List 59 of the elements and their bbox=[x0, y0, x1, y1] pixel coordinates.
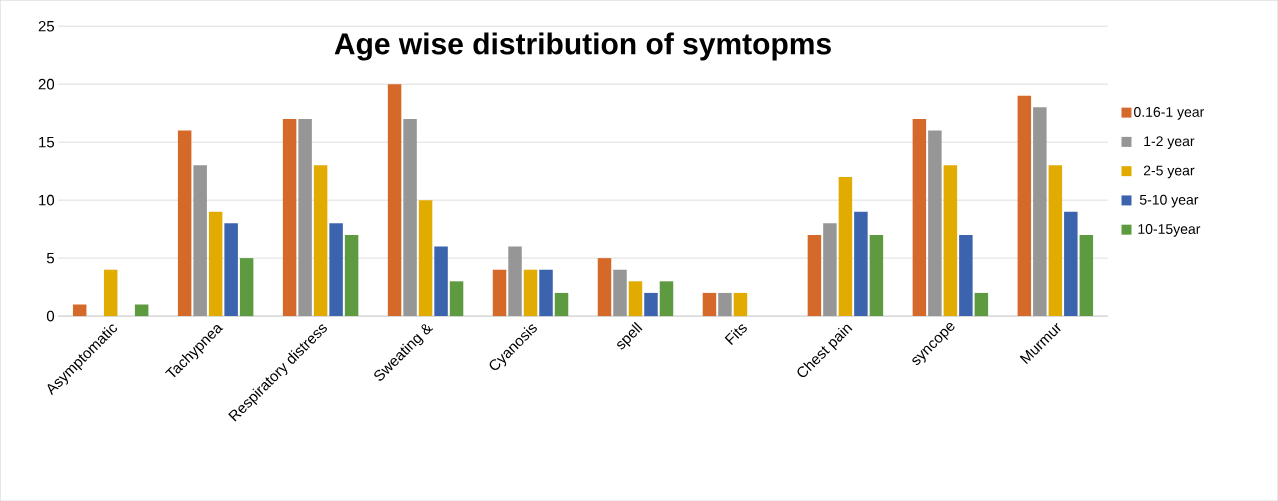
bar bbox=[733, 292, 748, 316]
bar bbox=[644, 292, 658, 316]
bar bbox=[539, 269, 553, 316]
bar bbox=[823, 223, 837, 316]
bar bbox=[298, 118, 312, 316]
bar bbox=[134, 304, 149, 316]
y-tick-label: 0 bbox=[46, 310, 55, 322]
bar bbox=[554, 292, 569, 316]
bar bbox=[208, 211, 223, 316]
bar bbox=[1079, 234, 1094, 316]
bar bbox=[193, 165, 207, 316]
bar bbox=[659, 281, 674, 316]
bar bbox=[282, 118, 297, 316]
bar bbox=[418, 200, 433, 316]
bar bbox=[702, 292, 717, 316]
legend-label: 2-5 year bbox=[1143, 165, 1195, 179]
bar bbox=[1033, 107, 1047, 316]
bar bbox=[854, 211, 868, 316]
bar bbox=[628, 281, 643, 316]
bar bbox=[224, 223, 238, 316]
bar bbox=[344, 234, 359, 316]
bar bbox=[928, 130, 942, 316]
bar bbox=[329, 223, 343, 316]
bar bbox=[492, 269, 507, 316]
bar bbox=[1017, 95, 1032, 316]
bar bbox=[508, 246, 522, 316]
legend-label: 1-2 year bbox=[1144, 136, 1195, 149]
chart-title: Age wise distribution of symtopms bbox=[334, 32, 831, 61]
bar bbox=[177, 130, 192, 316]
bar bbox=[403, 118, 417, 316]
bar bbox=[869, 234, 884, 316]
bar bbox=[1064, 211, 1078, 316]
bar bbox=[239, 258, 254, 316]
bar bbox=[943, 165, 958, 316]
legend-label: 10-15year bbox=[1138, 223, 1201, 237]
bar bbox=[387, 84, 402, 316]
bar bbox=[72, 304, 87, 316]
x-tick-label: Fits bbox=[724, 324, 747, 345]
bar bbox=[103, 269, 118, 316]
bar bbox=[449, 281, 464, 316]
y-tick-label: 5 bbox=[46, 252, 55, 264]
bar bbox=[959, 234, 973, 316]
legend-label: 5-10 year bbox=[1139, 194, 1199, 208]
bar bbox=[1048, 165, 1063, 316]
legend-label: 0.16-1 year bbox=[1134, 106, 1205, 120]
bar bbox=[434, 246, 448, 316]
bar bbox=[613, 269, 627, 316]
bar bbox=[597, 258, 612, 316]
y-tick-label: 15 bbox=[39, 136, 55, 148]
y-tick-label: 10 bbox=[39, 194, 55, 206]
y-tick-label: 20 bbox=[38, 78, 55, 90]
bar bbox=[807, 234, 822, 316]
y-tick-label: 25 bbox=[38, 20, 55, 32]
bar bbox=[974, 292, 989, 316]
bar bbox=[912, 118, 927, 316]
bar bbox=[313, 165, 328, 316]
bar bbox=[718, 292, 732, 316]
bar bbox=[838, 176, 853, 316]
bar bbox=[523, 269, 538, 316]
